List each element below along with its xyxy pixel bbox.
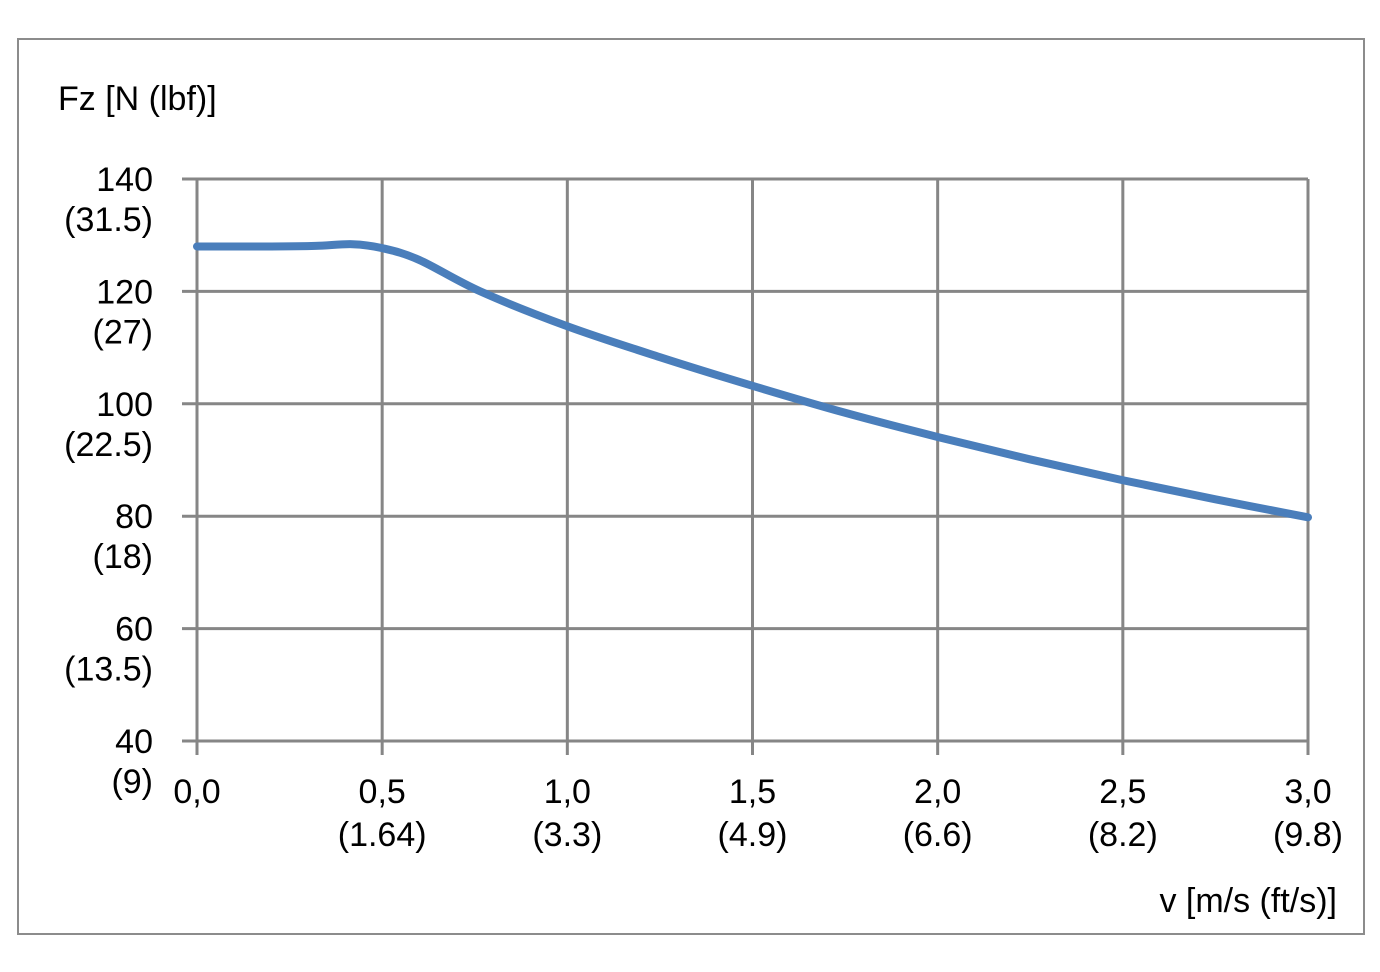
x-tick-sublabel: (6.6) [903, 816, 973, 854]
y-tick-sublabel: (22.5) [64, 426, 153, 464]
x-tick-sublabel: (8.2) [1088, 816, 1158, 854]
x-tick-sublabel: (4.9) [718, 816, 788, 854]
x-tick-label: 0,5 [359, 773, 406, 811]
x-tick-label: 1,5 [729, 773, 776, 811]
x-tick-sublabel: (3.3) [532, 816, 602, 854]
x-tick-label: 2,5 [1099, 773, 1146, 811]
x-tick-sublabel: (1.64) [338, 816, 427, 854]
x-tick-label: 0,0 [173, 773, 220, 811]
x-tick-label: 3,0 [1284, 773, 1331, 811]
y-tick-label: 100 [96, 386, 153, 424]
series-line [193, 240, 1312, 522]
x-tick-label: 2,0 [914, 773, 961, 811]
y-tick-label: 40 [115, 723, 153, 761]
y-tick-label: 140 [96, 161, 153, 199]
y-tick-sublabel: (27) [93, 313, 153, 351]
x-tick-sublabel: (9.8) [1273, 816, 1343, 854]
y-tick-label: 80 [115, 498, 153, 536]
chart-frame [17, 38, 1365, 935]
x-axis-label: v [m/s (ft/s)] [1159, 882, 1337, 920]
x-tick-label: 1,0 [544, 773, 591, 811]
y-tick-label: 60 [115, 611, 153, 649]
y-tick-sublabel: (9) [111, 763, 153, 801]
y-tick-sublabel: (18) [93, 538, 153, 576]
y-tick-sublabel: (31.5) [64, 201, 153, 239]
y-tick-label: 120 [96, 273, 153, 311]
y-tick-sublabel: (13.5) [64, 651, 153, 689]
y-axis-label: Fz [N (lbf)] [58, 80, 217, 118]
